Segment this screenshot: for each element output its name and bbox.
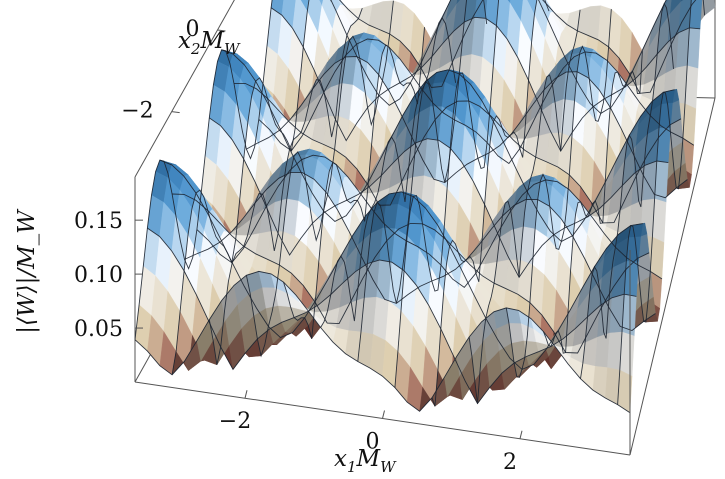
x-tick-mark [382, 410, 385, 419]
mesh-line-y [245, 0, 394, 358]
y-tick-label: −2 [121, 99, 153, 124]
axis-ticks: −202−2020.050.100.15 [74, 17, 523, 475]
surface-mesh [134, 0, 716, 414]
x-tick-label: 2 [503, 450, 517, 475]
mesh-line-y [134, 0, 273, 340]
mesh-line-x [147, 227, 637, 405]
mesh-line-x [134, 270, 631, 414]
mesh-line-y [320, 17, 457, 328]
mesh-line-x [233, 82, 682, 224]
surface-patch [580, 363, 596, 391]
mesh-line-x [221, 49, 675, 242]
x-tick-label: −2 [219, 409, 251, 434]
mesh-line-y [357, 0, 488, 362]
mesh-line-y [468, 9, 581, 404]
mesh-line-y [283, 27, 425, 339]
mesh-line-y [208, 7, 363, 365]
mesh-line-x [246, 56, 688, 199]
mesh-line-y [580, 2, 674, 379]
z-tick-label: 0.05 [74, 317, 123, 342]
surface-patch [594, 332, 610, 368]
mesh-line-x [330, 0, 667, 114]
mesh-line-x [209, 117, 669, 279]
z-tick-label: 0.10 [74, 263, 123, 288]
y-axis-label: x2MW [178, 28, 241, 58]
mesh-line-y [431, 0, 550, 407]
mesh-line-x [184, 171, 656, 332]
y-tick-mark [171, 111, 180, 114]
mesh-line-y [617, 0, 706, 405]
mesh-line-y [505, 9, 612, 378]
mesh-line-x [338, 0, 697, 94]
z-tick-label: 0.15 [74, 209, 123, 234]
mesh-line-y [542, 51, 643, 354]
mesh-line-y [171, 0, 332, 375]
mesh-line-x [196, 154, 663, 289]
x-axis-label: x1MW [334, 446, 397, 476]
y-tick-label: 0 [186, 17, 200, 42]
mesh-line-x [172, 193, 650, 354]
box-edge-front [629, 97, 716, 456]
z-axis-label: |⟨W⟩|/M_W [14, 208, 40, 334]
mesh-line-x [258, 38, 695, 165]
x-tick-label: 0 [366, 430, 380, 455]
surface-patch [592, 366, 608, 399]
x-tick-mark [244, 390, 248, 399]
mesh-line-y [394, 0, 500, 388]
y-tick-mark [217, 29, 226, 32]
x-tick-mark [519, 430, 523, 439]
mesh-line-x [159, 159, 643, 370]
